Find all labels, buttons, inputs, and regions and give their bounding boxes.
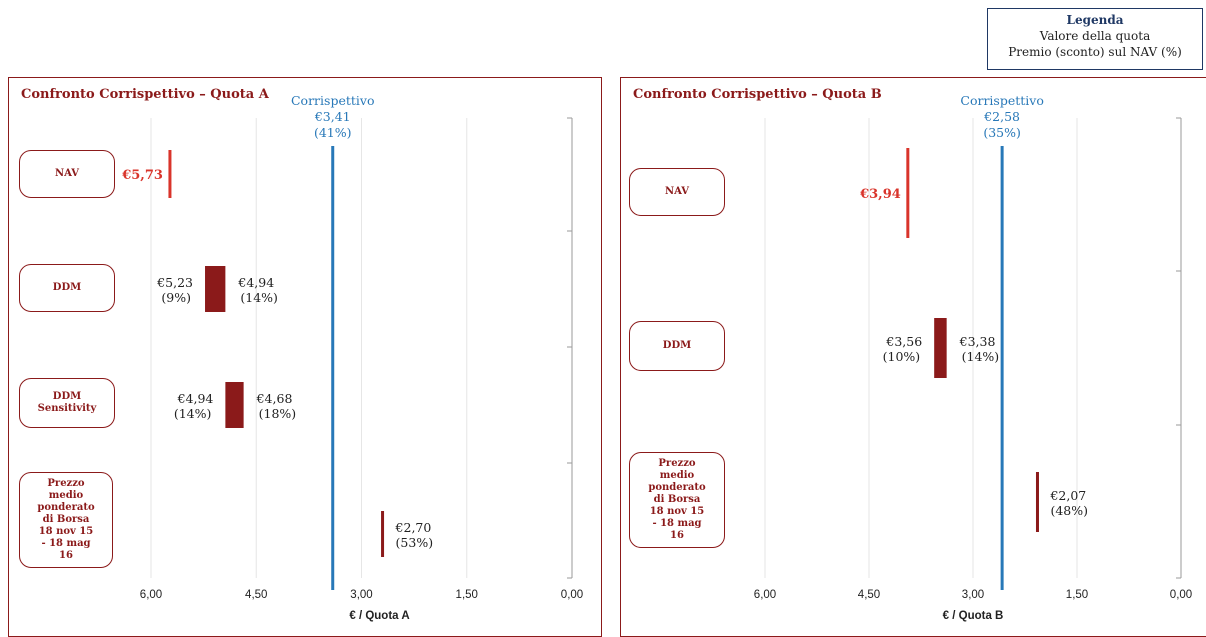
corrispettivo-pct: (35%) — [983, 125, 1021, 140]
x-tick-label: 1,50 — [1066, 589, 1088, 601]
point-value-label: €2,70 — [395, 520, 432, 535]
x-axis-label: € / Quota B — [943, 610, 1004, 622]
x-tick-label: 0,00 — [561, 589, 583, 601]
chart-svg: 6,00 4,50 3,00 1,50 0,00 € / Quota A Corrispet… — [121, 93, 583, 622]
row-label: DDM — [52, 282, 82, 293]
row-label-box: Prezzo medio ponderato di Borsa 18 nov 1… — [629, 452, 725, 548]
point-bar — [1035, 472, 1039, 532]
corrispettivo-value: €2,58 — [983, 109, 1020, 124]
high-value-label: €4,94 — [177, 391, 214, 406]
row-label: DDM — [662, 340, 692, 351]
range-bar — [934, 318, 947, 378]
row-label: DDM Sensitivity — [37, 391, 97, 414]
low-pct-label: (14%) — [962, 349, 1000, 364]
nav-value-label: €5,73 — [121, 168, 163, 183]
high-pct-label: (10%) — [883, 349, 921, 364]
point-pct-label: (48%) — [1050, 503, 1088, 518]
x-tick-label: 6,00 — [140, 589, 162, 601]
chart-title: Confronto Corrispettivo – Quota B — [633, 87, 882, 102]
x-tick-label: 0,00 — [1170, 589, 1192, 601]
low-pct-label: (18%) — [259, 406, 297, 421]
x-tick-label: 3,00 — [350, 589, 372, 601]
legend-line-value: Valore della quota — [1039, 29, 1151, 43]
point-pct-label: (53%) — [396, 535, 434, 550]
high-pct-label: (9%) — [161, 290, 191, 305]
low-value-label: €3,38 — [959, 334, 996, 349]
row-label: NAV — [665, 186, 689, 197]
x-tick-label: 6,00 — [754, 589, 776, 601]
point-bar — [381, 511, 385, 557]
corrispettivo-label: Corrispettivo — [291, 93, 374, 108]
x-axis-label: € / Quota A — [349, 610, 409, 622]
high-pct-label: (14%) — [174, 406, 212, 421]
chart-title: Confronto Corrispettivo – Quota A — [21, 87, 269, 102]
row-label-box: NAV — [629, 168, 725, 216]
x-tick-label: 3,00 — [962, 589, 984, 601]
high-value-label: €5,23 — [156, 275, 193, 290]
low-value-label: €4,94 — [237, 275, 274, 290]
chart-panel-quota-b: Confronto Corrispettivo – Quota B 6,00 4,… — [620, 77, 1206, 637]
row-label: Prezzo medio ponderato di Borsa 18 nov 1… — [648, 458, 706, 541]
x-tick-label: 1,50 — [456, 589, 478, 601]
legend: Legenda Valore della quota Premio (scont… — [987, 8, 1203, 70]
point-value-label: €2,07 — [1049, 488, 1086, 503]
low-pct-label: (14%) — [240, 290, 278, 305]
row-label-box: DDM — [629, 321, 725, 371]
row-label: NAV — [55, 168, 79, 179]
row-label-box: Prezzo medio ponderato di Borsa 18 nov 1… — [19, 472, 113, 568]
corrispettivo-value: €3,41 — [314, 109, 351, 124]
nav-bar — [168, 150, 172, 198]
low-value-label: €4,68 — [256, 391, 293, 406]
high-value-label: €3,56 — [885, 334, 922, 349]
x-tick-label: 4,50 — [245, 589, 267, 601]
range-bar — [225, 382, 244, 428]
row-label-box: DDM — [19, 264, 115, 312]
legend-line-premium: Premio (sconto) sul NAV (%) — [1008, 45, 1182, 59]
nav-value-label: €3,94 — [859, 187, 901, 202]
chart-svg: 6,00 4,50 3,00 1,50 0,00 € / Quota B Corrispet… — [754, 93, 1192, 622]
legend-title: Legenda — [1066, 13, 1124, 27]
row-label-box: NAV — [19, 150, 115, 198]
row-label: Prezzo medio ponderato di Borsa 18 nov 1… — [37, 478, 95, 561]
range-bar — [205, 266, 226, 312]
chart-panel-quota-a: Confronto Corrispettivo – Quota A 6,00 4,… — [8, 77, 602, 637]
corrispettivo-label: Corrispettivo — [960, 93, 1043, 108]
corrispettivo-pct: (41%) — [314, 125, 352, 140]
nav-bar — [906, 148, 910, 238]
row-label-box: DDM Sensitivity — [19, 378, 115, 428]
x-tick-label: 4,50 — [858, 589, 880, 601]
